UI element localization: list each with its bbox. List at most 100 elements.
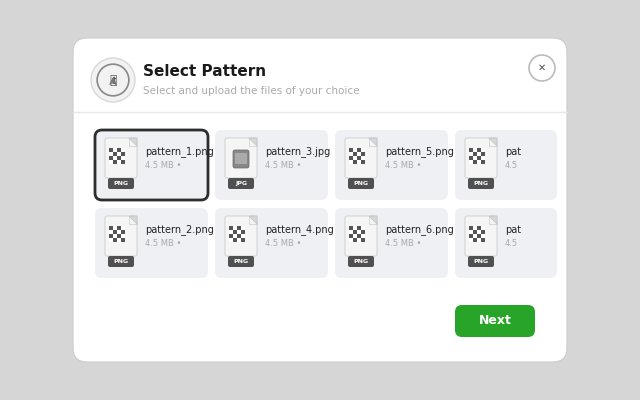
- Bar: [349, 148, 353, 152]
- Bar: [349, 152, 353, 156]
- Text: 4.5 MB •: 4.5 MB •: [385, 160, 421, 170]
- Bar: [233, 238, 237, 242]
- Bar: [241, 226, 245, 230]
- Bar: [117, 234, 121, 238]
- Bar: [237, 230, 241, 234]
- Bar: [477, 238, 481, 242]
- Bar: [237, 234, 241, 238]
- Bar: [469, 152, 473, 156]
- FancyBboxPatch shape: [345, 216, 377, 256]
- FancyBboxPatch shape: [235, 153, 247, 164]
- Bar: [113, 238, 117, 242]
- Text: pattern_5.png: pattern_5.png: [385, 146, 454, 158]
- Bar: [481, 156, 485, 160]
- Bar: [361, 156, 365, 160]
- Text: 4.5: 4.5: [505, 238, 518, 248]
- Bar: [477, 148, 481, 152]
- Text: 4.5: 4.5: [505, 160, 518, 170]
- Bar: [229, 238, 233, 242]
- Bar: [113, 152, 117, 156]
- FancyBboxPatch shape: [215, 130, 328, 200]
- Bar: [121, 238, 125, 242]
- Bar: [469, 156, 473, 160]
- Bar: [481, 160, 485, 164]
- Bar: [469, 148, 473, 152]
- Bar: [361, 238, 365, 242]
- Bar: [117, 160, 121, 164]
- Bar: [117, 152, 121, 156]
- Bar: [361, 234, 365, 238]
- Polygon shape: [249, 138, 257, 146]
- Bar: [357, 230, 361, 234]
- Bar: [113, 160, 117, 164]
- Bar: [469, 160, 473, 164]
- Bar: [113, 226, 117, 230]
- Bar: [361, 160, 365, 164]
- Bar: [349, 234, 353, 238]
- Circle shape: [529, 55, 555, 81]
- FancyBboxPatch shape: [225, 138, 257, 178]
- Bar: [349, 226, 353, 230]
- Text: 🔒: 🔒: [109, 74, 116, 86]
- Bar: [473, 160, 477, 164]
- Bar: [473, 156, 477, 160]
- Text: PNG: PNG: [113, 181, 129, 186]
- Bar: [473, 226, 477, 230]
- Bar: [109, 230, 113, 234]
- Bar: [241, 234, 245, 238]
- Polygon shape: [489, 138, 497, 146]
- Bar: [477, 156, 481, 160]
- FancyBboxPatch shape: [468, 178, 494, 189]
- Text: 4.5 MB •: 4.5 MB •: [385, 238, 421, 248]
- Bar: [361, 226, 365, 230]
- FancyBboxPatch shape: [108, 178, 134, 189]
- Bar: [241, 230, 245, 234]
- Bar: [109, 234, 113, 238]
- Polygon shape: [369, 138, 377, 146]
- Bar: [113, 156, 117, 160]
- Bar: [473, 234, 477, 238]
- Bar: [113, 148, 117, 152]
- Bar: [121, 156, 125, 160]
- FancyBboxPatch shape: [105, 216, 137, 256]
- Text: Select Pattern: Select Pattern: [143, 64, 266, 80]
- FancyBboxPatch shape: [73, 38, 567, 362]
- Bar: [353, 234, 357, 238]
- Bar: [481, 152, 485, 156]
- Text: ⬆: ⬆: [109, 76, 117, 86]
- Bar: [229, 226, 233, 230]
- Text: Next: Next: [479, 314, 511, 328]
- Bar: [469, 238, 473, 242]
- Bar: [357, 160, 361, 164]
- Bar: [361, 152, 365, 156]
- Bar: [481, 226, 485, 230]
- FancyBboxPatch shape: [225, 216, 257, 256]
- FancyBboxPatch shape: [95, 208, 208, 278]
- Bar: [357, 234, 361, 238]
- Bar: [473, 152, 477, 156]
- FancyBboxPatch shape: [105, 138, 137, 178]
- FancyBboxPatch shape: [455, 208, 557, 278]
- Bar: [349, 238, 353, 242]
- Bar: [117, 148, 121, 152]
- Polygon shape: [129, 216, 137, 224]
- Bar: [477, 152, 481, 156]
- Bar: [233, 226, 237, 230]
- Bar: [469, 226, 473, 230]
- Text: PNG: PNG: [474, 181, 488, 186]
- Bar: [121, 234, 125, 238]
- Bar: [237, 226, 241, 230]
- Bar: [357, 148, 361, 152]
- Text: pattern_6.png: pattern_6.png: [385, 224, 454, 236]
- Bar: [109, 226, 113, 230]
- FancyBboxPatch shape: [455, 130, 557, 200]
- Bar: [477, 226, 481, 230]
- Bar: [121, 230, 125, 234]
- FancyBboxPatch shape: [348, 178, 374, 189]
- Polygon shape: [369, 216, 377, 224]
- Text: PNG: PNG: [234, 259, 248, 264]
- Bar: [481, 234, 485, 238]
- FancyBboxPatch shape: [455, 305, 535, 337]
- FancyBboxPatch shape: [335, 208, 448, 278]
- Text: 4.5 MB •: 4.5 MB •: [145, 160, 181, 170]
